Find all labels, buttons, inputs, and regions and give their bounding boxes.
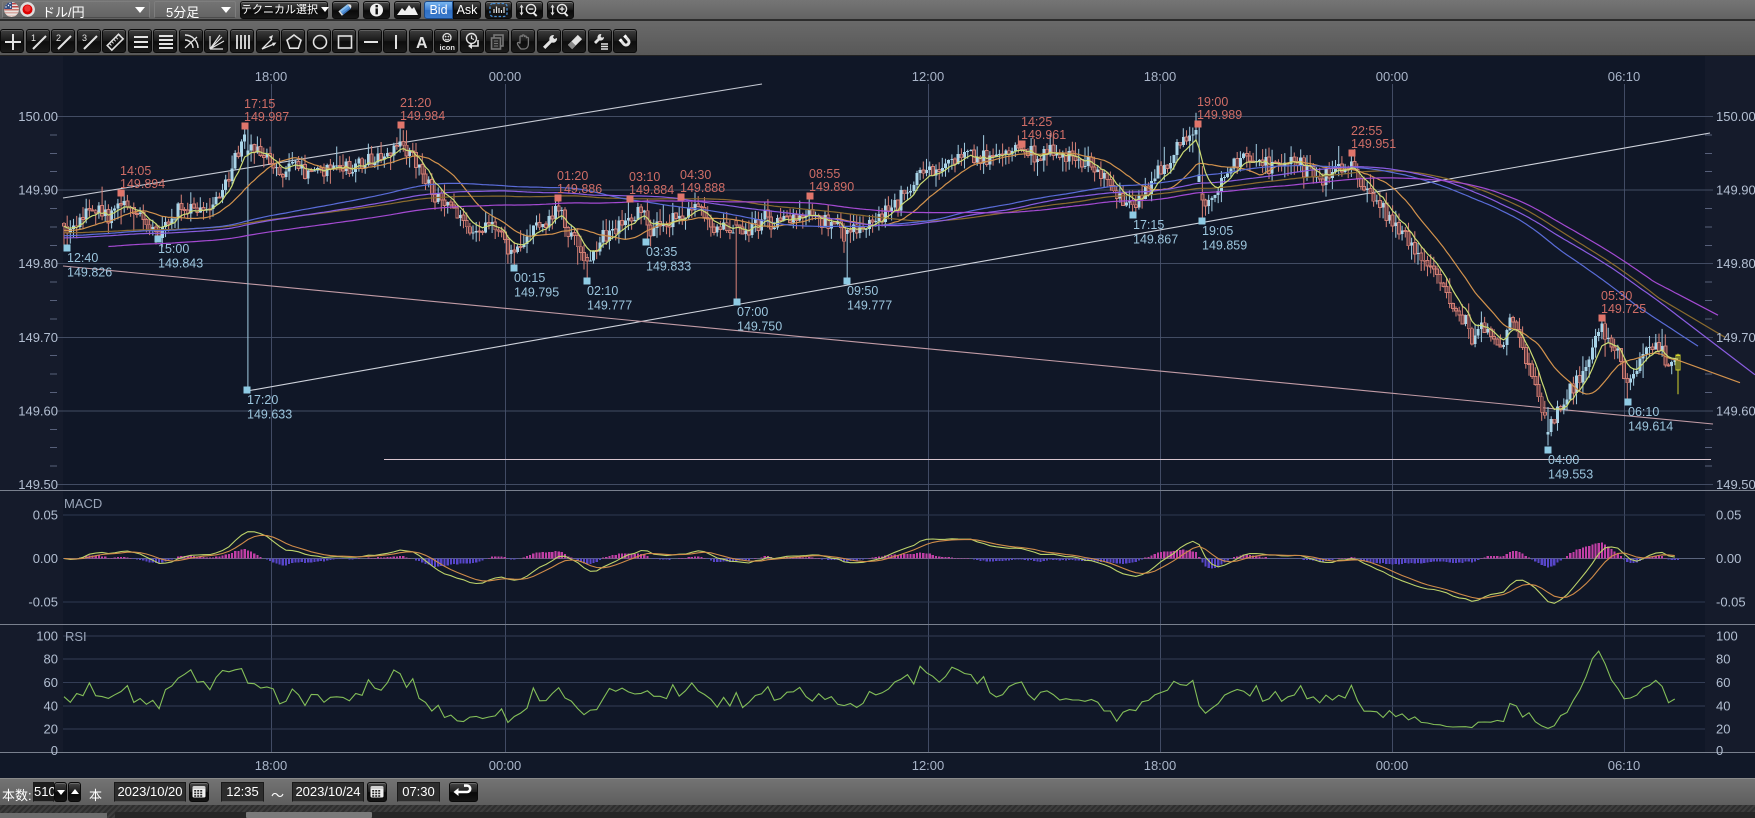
svg-text:09:50: 09:50: [847, 284, 878, 298]
svg-text:149.859: 149.859: [1202, 239, 1247, 253]
svg-text:149.60: 149.60: [18, 403, 58, 418]
svg-text:00:00: 00:00: [1376, 69, 1409, 84]
svg-text:80: 80: [44, 652, 58, 667]
svg-text:15:00: 15:00: [158, 242, 189, 256]
svg-text:01:20: 01:20: [557, 169, 588, 183]
svg-text:149.70: 149.70: [18, 330, 58, 345]
svg-text:0: 0: [1716, 743, 1723, 758]
svg-text:149.90: 149.90: [18, 183, 58, 198]
svg-text:MACD: MACD: [64, 496, 102, 511]
svg-text:40: 40: [1716, 698, 1730, 713]
svg-text:149.50: 149.50: [1716, 477, 1755, 492]
svg-text:17:15: 17:15: [244, 97, 275, 111]
svg-text:A: A: [416, 35, 428, 52]
svg-text:14:25: 14:25: [1021, 115, 1052, 129]
svg-text:149.989: 149.989: [1197, 108, 1242, 122]
svg-text:1: 1: [31, 33, 36, 43]
svg-text:06:10: 06:10: [1608, 69, 1641, 84]
svg-text:03:35: 03:35: [646, 245, 677, 259]
svg-text:149.951: 149.951: [1351, 137, 1396, 151]
svg-text:0.00: 0.00: [33, 551, 58, 566]
svg-text:06:10: 06:10: [1608, 758, 1641, 773]
svg-text:149.80: 149.80: [1716, 256, 1755, 271]
svg-text:150.00: 150.00: [18, 109, 58, 124]
svg-text:3: 3: [82, 33, 87, 43]
svg-text:-0.05: -0.05: [28, 595, 58, 610]
svg-text:2: 2: [56, 33, 61, 43]
svg-text:40: 40: [44, 698, 58, 713]
svg-text:100: 100: [36, 628, 58, 643]
svg-text:03:10: 03:10: [629, 170, 660, 184]
svg-text:04:30: 04:30: [680, 168, 711, 182]
svg-text:100: 100: [1716, 628, 1738, 643]
svg-text:14:05: 14:05: [120, 164, 151, 178]
svg-text:00:00: 00:00: [489, 758, 522, 773]
svg-text:149.833: 149.833: [646, 260, 691, 274]
svg-text:60: 60: [44, 675, 58, 690]
svg-text:04:00: 04:00: [1548, 453, 1579, 467]
svg-text:149.90: 149.90: [1716, 183, 1755, 198]
svg-text:149.884: 149.884: [629, 183, 674, 197]
svg-text:149.826: 149.826: [67, 266, 112, 280]
svg-text:21:20: 21:20: [400, 96, 431, 110]
svg-text:149.888: 149.888: [680, 181, 725, 195]
svg-text:00:00: 00:00: [1376, 758, 1409, 773]
svg-text:149.777: 149.777: [847, 299, 892, 313]
svg-text:20: 20: [44, 722, 58, 737]
svg-text:150.00: 150.00: [1716, 109, 1755, 124]
svg-text:icon: icon: [440, 43, 456, 52]
svg-text:60: 60: [1716, 675, 1730, 690]
svg-text:149.886: 149.886: [557, 182, 602, 196]
svg-text:149.867: 149.867: [1133, 233, 1178, 247]
svg-text:-0.05: -0.05: [1716, 595, 1746, 610]
svg-text:19:05: 19:05: [1202, 224, 1233, 238]
svg-text:80: 80: [1716, 652, 1730, 667]
svg-text:149.843: 149.843: [158, 257, 203, 271]
svg-text:149.633: 149.633: [247, 408, 292, 422]
svg-text:00:15: 00:15: [514, 271, 545, 285]
svg-text:149.894: 149.894: [120, 177, 165, 191]
svg-text:05:30: 05:30: [1601, 289, 1632, 303]
svg-text:06:10: 06:10: [1628, 405, 1659, 419]
svg-text:0: 0: [51, 743, 58, 758]
svg-text:149.725: 149.725: [1601, 302, 1646, 316]
svg-text:17:20: 17:20: [247, 393, 278, 407]
svg-text:149.614: 149.614: [1628, 420, 1673, 434]
svg-text:00:00: 00:00: [489, 69, 522, 84]
svg-text:149.795: 149.795: [514, 286, 559, 300]
svg-text:149.890: 149.890: [809, 180, 854, 194]
svg-text:149.60: 149.60: [1716, 403, 1755, 418]
svg-text:18:00: 18:00: [255, 758, 288, 773]
svg-text:149.984: 149.984: [400, 109, 445, 123]
svg-text:149.961: 149.961: [1021, 128, 1066, 142]
svg-text:0.05: 0.05: [33, 508, 58, 523]
svg-text:17:15: 17:15: [1133, 218, 1164, 232]
svg-text:149.987: 149.987: [244, 110, 289, 124]
svg-text:0.05: 0.05: [1716, 508, 1741, 523]
svg-text:07:00: 07:00: [737, 305, 768, 319]
svg-text:18:00: 18:00: [1144, 758, 1177, 773]
svg-text:149.777: 149.777: [587, 299, 632, 313]
svg-text:149.80: 149.80: [18, 256, 58, 271]
svg-text:149.750: 149.750: [737, 320, 782, 334]
svg-text:18:00: 18:00: [1144, 69, 1177, 84]
svg-text:18:00: 18:00: [255, 69, 288, 84]
svg-text:RSI: RSI: [65, 629, 87, 644]
svg-text:12:40: 12:40: [67, 251, 98, 265]
svg-text:08:55: 08:55: [809, 167, 840, 181]
svg-text:149.553: 149.553: [1548, 468, 1593, 482]
svg-text:12:00: 12:00: [912, 758, 945, 773]
svg-text:12:00: 12:00: [912, 69, 945, 84]
svg-text:149.50: 149.50: [18, 477, 58, 492]
svg-text:02:10: 02:10: [587, 284, 618, 298]
svg-text:149.70: 149.70: [1716, 330, 1755, 345]
svg-text:22:55: 22:55: [1351, 124, 1382, 138]
svg-text:20: 20: [1716, 722, 1730, 737]
svg-text:19:00: 19:00: [1197, 95, 1228, 109]
svg-text:0.00: 0.00: [1716, 551, 1741, 566]
